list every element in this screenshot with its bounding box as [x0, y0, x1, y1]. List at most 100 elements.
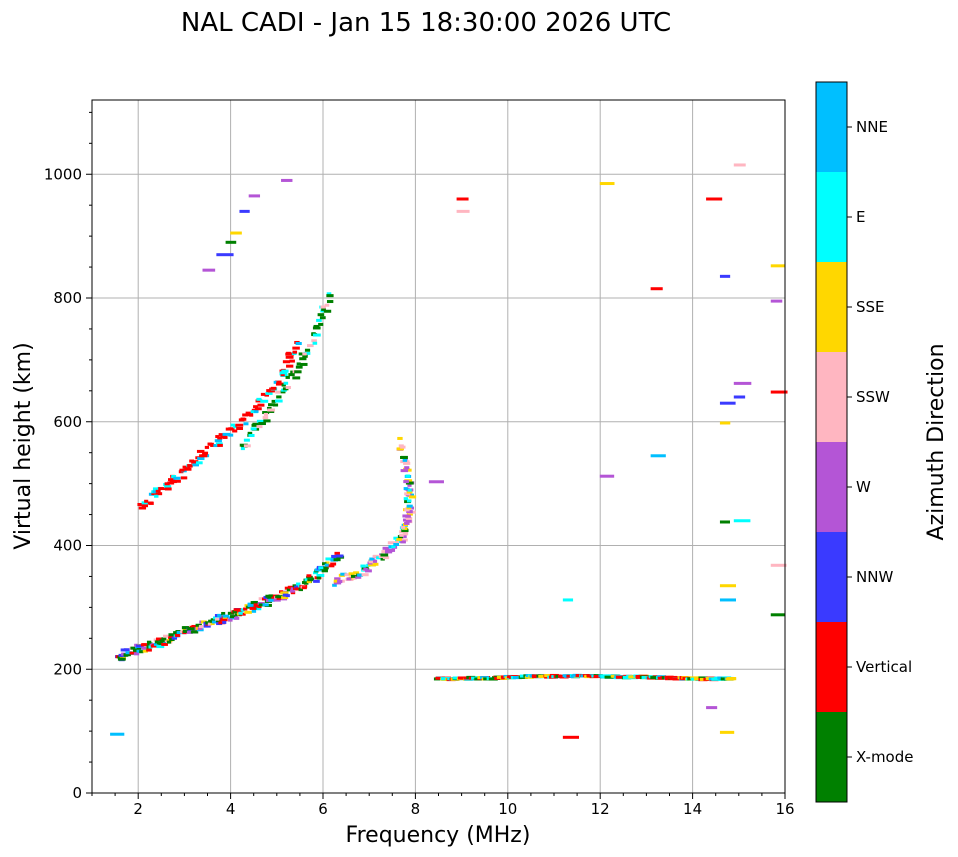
echo-point [232, 429, 238, 433]
y-tick-label: 600 [53, 413, 82, 431]
echo-point [397, 436, 403, 440]
echo-point [350, 574, 359, 578]
echo-point [154, 494, 159, 498]
echo-point [164, 482, 170, 486]
echo-point [236, 426, 244, 430]
echo-point [161, 642, 168, 646]
echo-point [184, 467, 192, 471]
echo-point [152, 489, 159, 493]
echo-point [733, 163, 746, 167]
echo-point [393, 543, 400, 547]
echo-point [706, 197, 723, 201]
echo-point [650, 676, 660, 680]
echo-point [151, 492, 159, 496]
echo-point [228, 427, 235, 431]
echo-point [558, 674, 568, 678]
echo-point [400, 525, 406, 529]
echo-point [157, 492, 163, 496]
echo-point [276, 596, 283, 600]
echo-point [396, 537, 402, 541]
echo-point [298, 352, 305, 356]
echo-point [183, 626, 189, 630]
echo-point [267, 597, 272, 601]
x-axis-label: Frequency (MHz) [346, 823, 531, 848]
echo-point [318, 566, 325, 570]
echo-point [403, 480, 409, 484]
echo-point [187, 627, 194, 631]
colorbar-tick-label: NNW [856, 568, 893, 586]
echo-point [182, 629, 189, 633]
echo-point [171, 636, 178, 640]
echo-point [252, 422, 259, 426]
echo-point [223, 435, 228, 439]
echo-point [286, 588, 292, 592]
echo-point [319, 316, 326, 320]
echo-point [404, 508, 410, 512]
echo-point [260, 399, 269, 403]
echo-point [247, 602, 255, 606]
echo-point [251, 609, 257, 613]
echo-point [148, 645, 153, 649]
echo-point [258, 422, 266, 426]
colorbar-swatch [816, 82, 847, 172]
echo-point [403, 461, 411, 465]
echo-point [164, 487, 172, 491]
echo-point [770, 613, 786, 617]
echo-point [333, 558, 341, 562]
echo-point [263, 412, 269, 416]
echo-point [407, 488, 412, 492]
echo-point [255, 399, 263, 403]
echo-point [202, 451, 209, 455]
echo-point [241, 417, 247, 421]
echo-point [402, 518, 410, 522]
echo-point [406, 499, 412, 503]
echo-point [270, 386, 277, 390]
echo-point [307, 578, 315, 582]
echo-point [258, 597, 265, 601]
echo-point [253, 409, 259, 413]
echo-point [324, 563, 329, 567]
echo-point [285, 594, 290, 598]
echo-point [168, 478, 176, 482]
echo-point [142, 643, 150, 647]
echo-point [404, 466, 410, 470]
echo-point [246, 605, 251, 609]
colorbar-tick-label: Vertical [856, 658, 912, 676]
echo-point [146, 648, 152, 652]
echo-point [733, 519, 751, 523]
echo-point [276, 395, 282, 399]
colorbar-label: Azimuth Direction [924, 343, 949, 540]
echo-point [382, 556, 390, 560]
echo-point [207, 622, 212, 626]
echo-point [144, 499, 149, 503]
echo-point [249, 413, 254, 417]
echo-point [306, 574, 312, 578]
echo-point [719, 421, 731, 425]
echo-point [290, 370, 295, 374]
echo-point [369, 557, 375, 561]
echo-point [253, 405, 259, 409]
echo-point [333, 579, 339, 583]
chart-title: NAL CADI - Jan 15 18:30:00 2026 UTC [181, 8, 671, 38]
echo-point [562, 735, 580, 739]
echo-point [400, 469, 409, 473]
x-tick-label: 6 [318, 800, 328, 818]
echo-point [217, 443, 223, 447]
echo-point [334, 577, 341, 581]
echo-point [302, 352, 307, 356]
echo-point [155, 489, 161, 493]
echo-point [428, 480, 444, 484]
echo-point [167, 481, 175, 485]
echo-point [287, 352, 295, 356]
echo-point [296, 362, 301, 366]
echo-point [265, 391, 273, 395]
echo-point [320, 305, 326, 309]
echo-point [229, 615, 236, 619]
echo-point [141, 501, 149, 505]
y-tick-label: 1000 [44, 165, 82, 183]
echo-point [314, 568, 322, 572]
echo-point [321, 569, 328, 573]
echo-point [110, 732, 125, 736]
echo-point [262, 603, 269, 607]
